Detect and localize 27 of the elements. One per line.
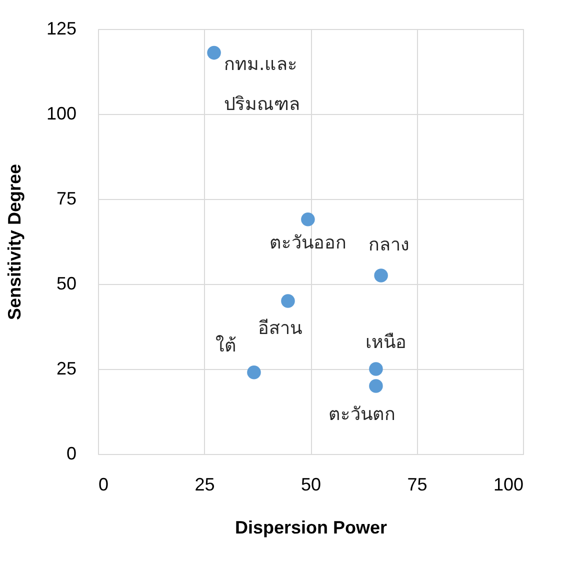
x-tick-label: 0 (98, 474, 109, 494)
annotation: กลาง (368, 234, 410, 256)
x-tick-label: 100 (493, 474, 524, 494)
point (369, 379, 383, 393)
y-tick-label: 75 (56, 188, 76, 208)
y-tick-label: 100 (46, 104, 76, 124)
y-tick-label: 25 (56, 358, 76, 378)
annotation: กทม.และ ปริมณฑล (224, 54, 300, 115)
x-axis-title: Dispersion Power (234, 518, 388, 538)
point (374, 268, 388, 282)
y-tick-label: 125 (46, 18, 76, 38)
point (247, 366, 261, 380)
point (281, 294, 295, 308)
point (301, 212, 315, 226)
annotation: ตะวันตก (328, 404, 396, 425)
y-axis-title: Sensitivity Degree (4, 164, 24, 320)
annotation: ใต้ (215, 334, 236, 356)
point (369, 362, 383, 376)
x-tick-label: 25 (194, 474, 215, 494)
annotation: เหนือ (365, 332, 406, 353)
y-tick-label: 0 (66, 444, 76, 464)
x-tick-label: 75 (407, 474, 428, 494)
point (207, 46, 221, 60)
x-tick-label: 50 (300, 474, 322, 494)
annotation: อีสาน (258, 318, 302, 339)
y-tick-label: 50 (56, 274, 76, 294)
annotation: ตะวันออก (269, 232, 346, 254)
